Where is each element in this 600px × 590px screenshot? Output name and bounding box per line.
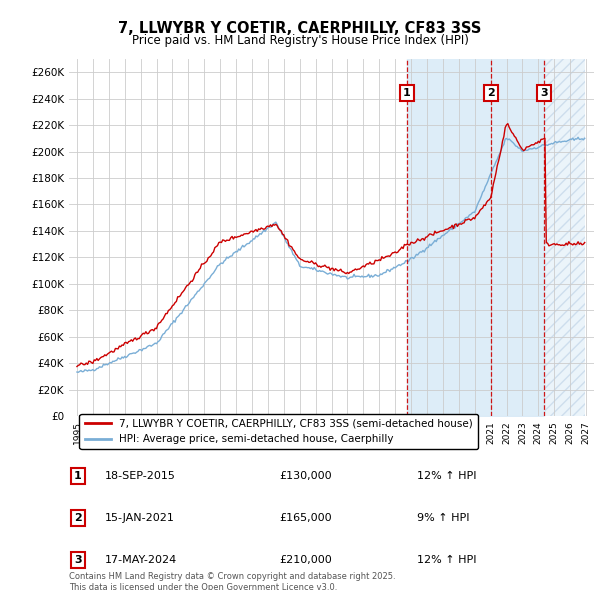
Text: 18-SEP-2015: 18-SEP-2015 (105, 471, 176, 481)
Text: 9% ↑ HPI: 9% ↑ HPI (417, 513, 469, 523)
Text: 17-MAY-2024: 17-MAY-2024 (105, 555, 177, 565)
Text: 2: 2 (487, 88, 495, 99)
Text: 12% ↑ HPI: 12% ↑ HPI (417, 471, 476, 481)
Text: £165,000: £165,000 (279, 513, 332, 523)
Text: £210,000: £210,000 (279, 555, 332, 565)
Text: 1: 1 (403, 88, 410, 99)
Text: 12% ↑ HPI: 12% ↑ HPI (417, 555, 476, 565)
Legend: 7, LLWYBR Y COETIR, CAERPHILLY, CF83 3SS (semi-detached house), HPI: Average pri: 7, LLWYBR Y COETIR, CAERPHILLY, CF83 3SS… (79, 414, 478, 450)
Text: Price paid vs. HM Land Registry's House Price Index (HPI): Price paid vs. HM Land Registry's House … (131, 34, 469, 47)
Text: 3: 3 (74, 555, 82, 565)
Text: 15-JAN-2021: 15-JAN-2021 (105, 513, 175, 523)
Text: 3: 3 (541, 88, 548, 99)
Text: Contains HM Land Registry data © Crown copyright and database right 2025.
This d: Contains HM Land Registry data © Crown c… (69, 572, 395, 590)
Text: £130,000: £130,000 (279, 471, 332, 481)
Text: 7, LLWYBR Y COETIR, CAERPHILLY, CF83 3SS: 7, LLWYBR Y COETIR, CAERPHILLY, CF83 3SS (118, 21, 482, 35)
Text: 2: 2 (74, 513, 82, 523)
Text: 1: 1 (74, 471, 82, 481)
